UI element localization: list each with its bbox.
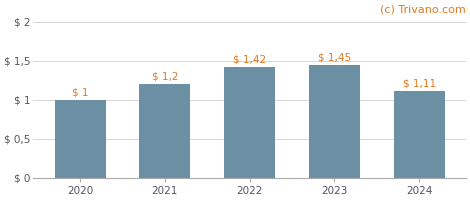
Bar	[309, 65, 360, 178]
Text: $ 1,11: $ 1,11	[403, 79, 436, 89]
Bar	[224, 67, 275, 178]
Text: $ 1: $ 1	[72, 87, 88, 97]
Bar	[394, 91, 445, 178]
Bar	[55, 100, 105, 178]
Text: $ 1,2: $ 1,2	[152, 72, 178, 82]
Bar	[140, 84, 190, 178]
Text: (c) Trivano.com: (c) Trivano.com	[380, 4, 466, 14]
Text: $ 1,45: $ 1,45	[318, 52, 351, 62]
Text: $ 1,42: $ 1,42	[233, 55, 266, 65]
